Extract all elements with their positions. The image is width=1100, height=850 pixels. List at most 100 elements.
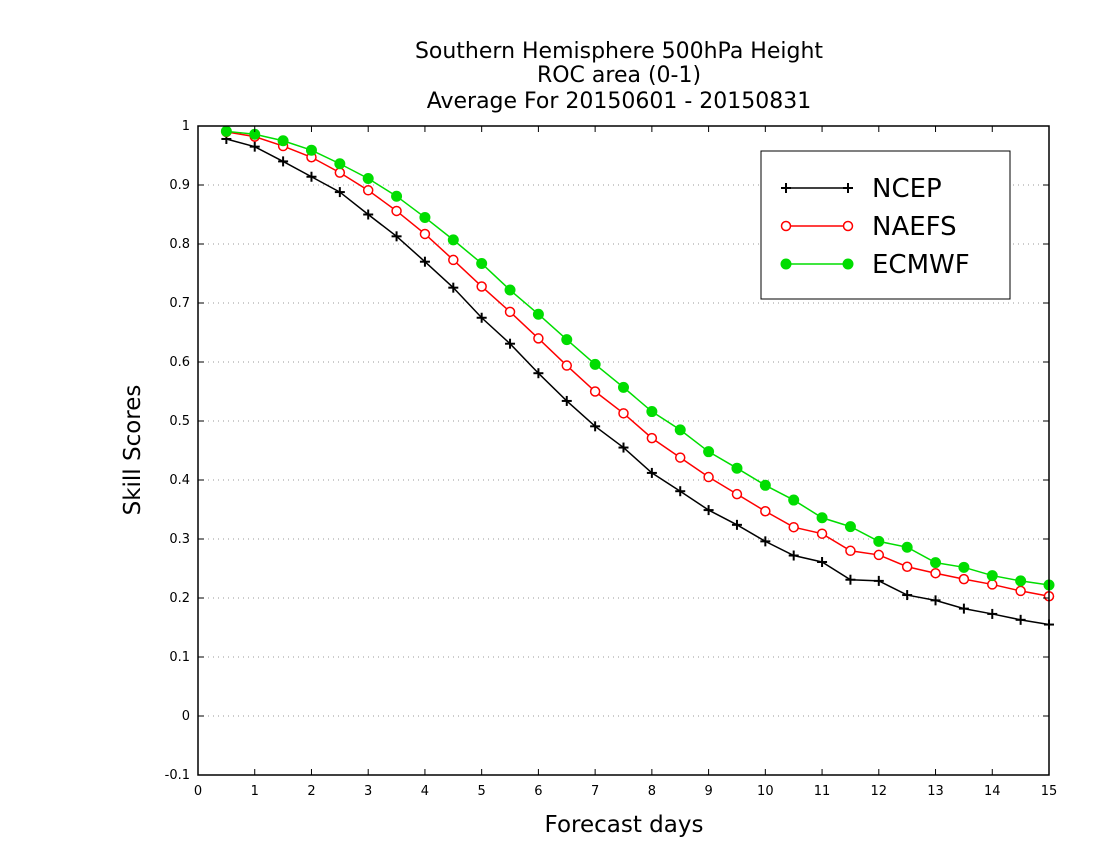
- data-point-ncep-13: [590, 421, 601, 432]
- data-point-ncep-17: [703, 505, 714, 516]
- data-point-ncep-24: [902, 590, 913, 601]
- data-point-naefs-12: [561, 360, 573, 371]
- series-ncep: [221, 133, 1054, 630]
- data-point-ncep-28: [1015, 614, 1026, 625]
- y-tick-label-6: 0.5: [169, 414, 190, 429]
- data-point-ecmwf-11: [532, 308, 544, 320]
- data-point-ecmwf-2: [277, 135, 289, 147]
- data-point-ecmwf-0: [220, 125, 232, 137]
- data-point-ncep-5: [363, 209, 374, 220]
- x-tick-label-12: 12: [871, 784, 888, 799]
- data-point-naefs-9: [476, 281, 487, 292]
- x-tick-label-15: 15: [1041, 784, 1058, 799]
- x-tick-label-14: 14: [984, 784, 1001, 799]
- data-point-ecmwf-9: [476, 257, 488, 269]
- data-point-naefs-13: [589, 386, 601, 397]
- data-point-ecmwf-16: [674, 424, 686, 436]
- legend-marker-right-naefs: [842, 220, 854, 232]
- data-point-naefs-27: [987, 579, 998, 590]
- x-tick-label-2: 2: [307, 784, 315, 799]
- data-point-ecmwf-5: [362, 173, 374, 185]
- data-point-naefs-17: [703, 471, 714, 483]
- y-ticks: -0.1 0 0.1 0.2 0.3 0.4 0.5 0.6 0.7 0.8 0.9 1: [165, 119, 1049, 783]
- legend-marker-left-naefs: [780, 220, 792, 232]
- x-tick-label-5: 5: [478, 784, 486, 799]
- y-tick-label-11: 1: [182, 119, 190, 134]
- y-tick-label-9: 0.8: [169, 237, 190, 252]
- data-point-ncep-16: [675, 486, 686, 497]
- data-point-naefs-10: [504, 306, 516, 318]
- data-point-ncep-8: [448, 282, 459, 293]
- data-point-ecmwf-15: [646, 406, 658, 418]
- data-point-ecmwf-24: [901, 541, 913, 553]
- data-point-naefs-20: [788, 521, 799, 533]
- data-point-ecmwf-20: [788, 494, 800, 506]
- data-point-ncep-4: [334, 187, 345, 198]
- grid: [198, 184, 1049, 717]
- data-point-naefs-14: [618, 408, 629, 419]
- data-point-ncep-14: [618, 442, 629, 453]
- data-point-ncep-25: [930, 595, 941, 606]
- x-tick-label-1: 1: [251, 784, 259, 799]
- legend-label-ecmwf: ECMWF: [872, 250, 970, 280]
- data-point-ecmwf-26: [958, 561, 970, 573]
- data-point-ecmwf-6: [391, 190, 403, 202]
- y-tick-label-4: 0.3: [169, 532, 190, 547]
- data-point-naefs-22: [845, 545, 856, 557]
- data-point-naefs-28: [1015, 585, 1026, 597]
- data-point-ncep-11: [533, 368, 544, 379]
- data-point-ecmwf-27: [986, 570, 998, 582]
- data-point-ncep-12: [561, 395, 572, 406]
- data-point-ncep-10: [505, 338, 516, 349]
- y-tick-label-8: 0.7: [169, 296, 190, 311]
- chart-title-line-1: Southern Hemisphere 500hPa Height: [415, 39, 823, 64]
- x-tick-label-13: 13: [927, 784, 944, 799]
- data-point-ecmwf-4: [334, 158, 346, 170]
- x-ticks: 0 1 2 3 4 5 6 7 8 9 10 11 12 13 14 15: [194, 126, 1057, 799]
- x-tick-label-11: 11: [814, 784, 831, 799]
- legend-item-ncep: NCEP: [781, 174, 942, 204]
- data-point-naefs-25: [930, 567, 941, 579]
- data-point-ncep-6: [391, 231, 402, 242]
- data-point-naefs-24: [901, 561, 913, 572]
- y-axis-label: Skill Scores: [120, 385, 146, 516]
- x-tick-label-0: 0: [194, 784, 202, 799]
- data-point-ncep-19: [760, 536, 771, 547]
- data-point-ecmwf-7: [419, 211, 431, 223]
- data-point-naefs-15: [646, 432, 658, 444]
- data-point-ecmwf-13: [589, 358, 601, 370]
- data-point-ncep-22: [845, 574, 856, 585]
- y-tick-label-7: 0.6: [169, 355, 190, 370]
- data-point-ncep-20: [788, 550, 799, 561]
- legend-label-ncep: NCEP: [872, 174, 942, 204]
- y-tick-label-1: 0: [182, 709, 190, 724]
- data-point-naefs-4: [334, 167, 346, 178]
- legend-marker-left-ecmwf: [780, 258, 792, 270]
- y-tick-label-3: 0.2: [169, 591, 190, 606]
- data-point-ncep-21: [817, 557, 828, 568]
- data-point-ncep-18: [731, 519, 742, 530]
- legend-box: [760, 150, 1011, 300]
- data-point-naefs-16: [674, 452, 686, 463]
- data-point-ecmwf-21: [816, 512, 828, 524]
- data-point-ecmwf-14: [618, 381, 629, 393]
- legend: NCEP NAEFS ECMWF: [760, 150, 1011, 300]
- data-point-ncep-1: [249, 141, 260, 152]
- data-point-ncep-27: [987, 608, 998, 619]
- data-point-ecmwf-23: [873, 535, 885, 547]
- plot-frame: [197, 125, 1050, 776]
- data-point-ncep-7: [419, 256, 430, 267]
- data-point-ncep-23: [873, 575, 884, 586]
- data-point-ecmwf-28: [1015, 575, 1027, 587]
- data-point-naefs-18: [731, 488, 743, 500]
- data-point-ncep-2: [278, 156, 289, 167]
- x-tick-label-3: 3: [364, 784, 372, 799]
- series-layer: [220, 125, 1055, 630]
- data-point-ecmwf-8: [447, 234, 459, 246]
- data-point-naefs-26: [958, 573, 970, 585]
- data-point-naefs-23: [873, 549, 885, 561]
- data-point-ecmwf-17: [703, 446, 715, 458]
- data-point-naefs-7: [419, 228, 431, 240]
- data-point-ncep-15: [646, 467, 657, 478]
